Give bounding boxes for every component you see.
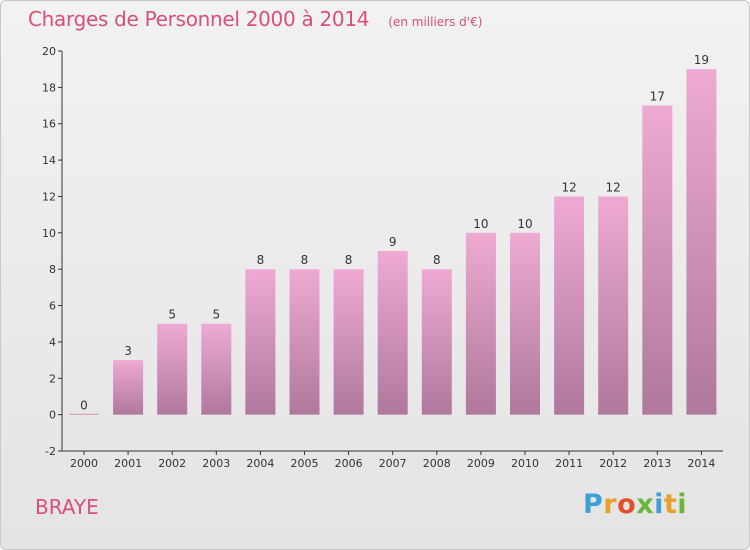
chart-subtitle: (en milliers d'€) xyxy=(388,15,483,29)
y-tick-label: 4 xyxy=(49,336,56,349)
y-tick-label: 0 xyxy=(49,409,56,422)
bar xyxy=(421,269,452,415)
proxiti-logo: Proxiti xyxy=(583,489,687,520)
y-tick-label: 6 xyxy=(49,300,56,313)
bar xyxy=(157,323,188,415)
y-tick-label: 8 xyxy=(49,263,56,276)
data-label: 17 xyxy=(650,90,665,104)
data-label: 5 xyxy=(168,308,176,322)
x-tick-label: 2011 xyxy=(555,457,583,470)
data-label: 19 xyxy=(694,53,709,67)
x-tick-label: 2005 xyxy=(291,457,319,470)
bar xyxy=(377,251,408,415)
title-row: Charges de Personnel 2000 à 2014 (en mil… xyxy=(28,7,482,31)
bar xyxy=(201,323,232,415)
bar xyxy=(333,269,364,415)
y-tick-label: 14 xyxy=(42,154,56,167)
x-tick-label: 2000 xyxy=(70,457,98,470)
logo-letter: t xyxy=(663,489,678,520)
data-label: 3 xyxy=(124,344,132,358)
y-tick-label: 10 xyxy=(42,227,56,240)
x-tick-label: 2012 xyxy=(599,457,627,470)
logo-letter: o xyxy=(617,489,637,520)
y-tick-label: -2 xyxy=(45,445,56,458)
bar xyxy=(245,269,276,415)
data-label: 8 xyxy=(345,253,353,267)
y-tick-label: 20 xyxy=(42,45,56,58)
data-label: 8 xyxy=(257,253,265,267)
data-label: 10 xyxy=(473,217,488,231)
data-label: 10 xyxy=(517,217,532,231)
x-tick-label: 2009 xyxy=(467,457,495,470)
bar xyxy=(289,269,320,415)
bar xyxy=(510,232,540,415)
axis-layer xyxy=(58,50,723,455)
logo-letter: P xyxy=(583,489,604,520)
x-tick-label: 2008 xyxy=(423,457,451,470)
bar xyxy=(465,232,496,415)
x-tick-label: 2013 xyxy=(643,457,671,470)
x-tick-label: 2010 xyxy=(511,457,539,470)
bar xyxy=(598,196,629,415)
y-tick-label: 2 xyxy=(49,372,56,385)
data-label: 12 xyxy=(606,180,621,194)
data-label: 8 xyxy=(433,253,441,267)
data-label: 9 xyxy=(389,235,397,249)
location-label: BRAYE xyxy=(35,495,99,519)
bar xyxy=(554,196,585,415)
x-tick-label: 2001 xyxy=(114,457,142,470)
x-tick-label: 2002 xyxy=(158,457,186,470)
labels-layer: -2 0 2 4 6 8 10 12 14 16 18 20 2000 0 2001 3 2002 5 2003 5 2… xyxy=(42,45,715,470)
x-tick-label: 2007 xyxy=(379,457,407,470)
y-tick-label: 16 xyxy=(42,118,56,131)
data-label: 8 xyxy=(301,253,309,267)
bar xyxy=(686,69,717,415)
x-tick-label: 2014 xyxy=(687,457,715,470)
x-tick-label: 2006 xyxy=(335,457,363,470)
logo-letter: x xyxy=(636,489,655,520)
data-label: 0 xyxy=(80,399,88,413)
data-label: 5 xyxy=(212,308,220,322)
data-label: 12 xyxy=(561,180,576,194)
y-tick-label: 12 xyxy=(42,190,56,203)
bar xyxy=(113,360,144,415)
logo-letter: i xyxy=(677,489,688,520)
logo-letter: r xyxy=(603,489,618,520)
bar xyxy=(642,105,673,415)
bars-layer xyxy=(69,69,717,415)
x-tick-label: 2004 xyxy=(246,457,274,470)
logo-letter: i xyxy=(654,489,664,520)
y-tick-label: 18 xyxy=(42,81,56,94)
chart-title: Charges de Personnel 2000 à 2014 xyxy=(28,7,370,31)
x-tick-label: 2003 xyxy=(202,457,230,470)
bar xyxy=(69,413,99,415)
